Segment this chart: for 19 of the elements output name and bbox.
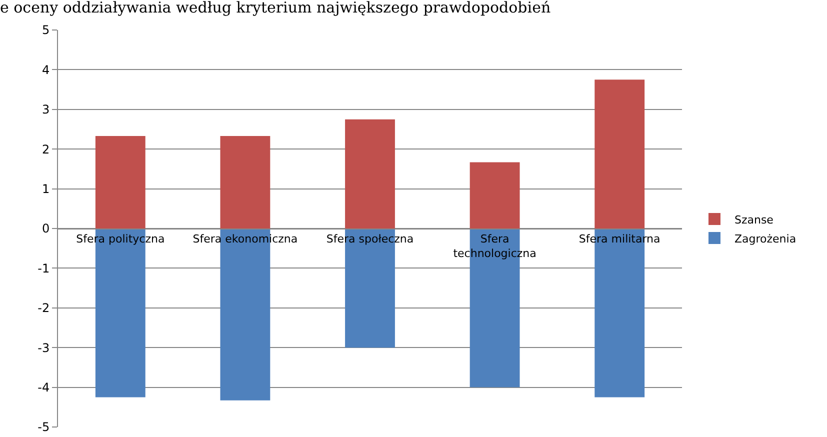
y-tick-label: -2 <box>38 301 50 316</box>
bar <box>220 136 270 228</box>
y-tick-label: 5 <box>42 23 50 38</box>
legend-label: Zagrożenia <box>734 232 796 246</box>
bar <box>470 162 520 228</box>
bar <box>594 80 645 228</box>
y-tick-label: 0 <box>42 222 50 236</box>
bar <box>95 136 146 228</box>
y-tick-label: -4 <box>38 380 50 394</box>
y-tick-label: -5 <box>38 420 50 434</box>
y-tick-label: -1 <box>38 261 50 276</box>
y-tick-label: 2 <box>42 142 50 156</box>
legend-label: Szanse <box>734 213 774 226</box>
y-tick-label: 1 <box>42 182 50 196</box>
y-tick-label: 4 <box>42 62 50 77</box>
bar <box>345 119 395 228</box>
y-tick-label: -3 <box>38 340 50 355</box>
chart-title: e oceny oddziaływania według kryterium największego prawdopodobień <box>0 0 551 17</box>
y-tick-label: 3 <box>42 102 50 117</box>
